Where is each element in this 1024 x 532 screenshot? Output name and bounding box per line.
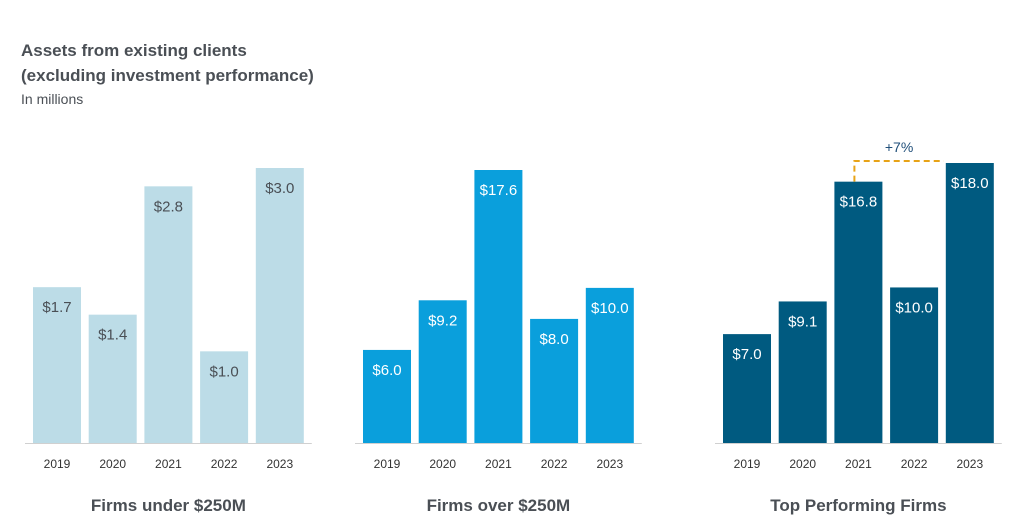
bar-2019	[363, 349, 411, 443]
bar-2020	[778, 301, 827, 443]
chart-subtitle: In millions	[21, 91, 84, 107]
bar-2022	[200, 351, 249, 443]
data-label: $17.6	[480, 182, 518, 199]
bar-2020	[418, 300, 467, 443]
bar-2021	[834, 181, 883, 443]
data-label: $1.7	[42, 299, 71, 316]
data-label: $18.0	[951, 175, 989, 192]
title-line-2: (excluding investment performance)	[21, 66, 314, 85]
x-tick-label: 2020	[789, 457, 816, 471]
x-tick-label: 2019	[374, 457, 401, 471]
chart-group-title: Firms under $250M	[91, 496, 246, 515]
bar-2019	[723, 334, 771, 443]
bar-2022	[530, 318, 579, 443]
data-label: $10.0	[895, 299, 933, 316]
x-tick-label: 2021	[485, 457, 512, 471]
data-label: $9.1	[788, 313, 817, 330]
x-tick-label: 2023	[956, 457, 983, 471]
data-label: $10.0	[591, 300, 629, 317]
x-tick-label: 2019	[44, 457, 71, 471]
data-label: $16.8	[840, 194, 878, 211]
x-tick-label: 2023	[266, 457, 293, 471]
bar-2021	[144, 186, 193, 444]
bar-2023	[255, 168, 304, 443]
data-label: $2.8	[154, 198, 183, 215]
chart-title: Assets from existing clients (excluding …	[21, 38, 314, 88]
data-label: $8.0	[539, 331, 568, 348]
growth-bracket	[853, 160, 944, 182]
bar-2022	[890, 287, 939, 443]
data-label: $1.0	[209, 363, 238, 380]
chart-group-title: Top Performing Firms	[770, 496, 946, 515]
x-tick-label: 2022	[901, 457, 928, 471]
data-label: $7.0	[732, 346, 761, 363]
bar-2023	[585, 287, 634, 443]
bar-2019	[33, 287, 81, 443]
data-label: $3.0	[265, 180, 294, 197]
x-tick-label: 2021	[155, 457, 182, 471]
x-tick-label: 2020	[99, 457, 126, 471]
x-tick-label: 2020	[429, 457, 456, 471]
x-tick-label: 2022	[541, 457, 568, 471]
bar-2023	[945, 163, 994, 443]
x-tick-label: 2022	[211, 457, 238, 471]
bar-2020	[88, 314, 137, 443]
data-label: $6.0	[372, 362, 401, 379]
data-label: $9.2	[428, 312, 457, 329]
x-tick-label: 2021	[845, 457, 872, 471]
data-label: $1.4	[98, 327, 127, 344]
bar-2021	[474, 170, 523, 443]
chart-group-title: Firms over $250M	[427, 496, 571, 515]
growth-label: +7%	[885, 139, 913, 155]
x-tick-label: 2023	[596, 457, 623, 471]
title-line-1: Assets from existing clients	[21, 41, 247, 60]
x-tick-label: 2019	[734, 457, 761, 471]
